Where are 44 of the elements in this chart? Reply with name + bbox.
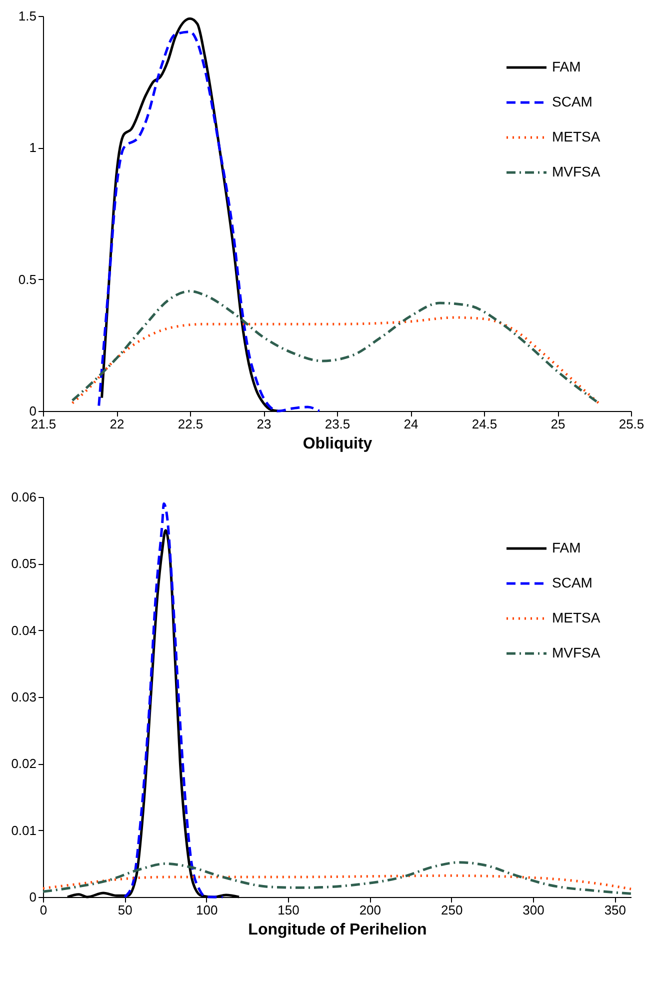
y-tick-label: 0 xyxy=(29,404,36,418)
x-tick-label: 0 xyxy=(40,902,48,918)
y-tick-label: 1 xyxy=(29,140,36,156)
legend-label: FAM xyxy=(552,58,581,74)
y-tick-label: 1.5 xyxy=(18,8,36,24)
x-tick-label: 150 xyxy=(278,902,300,918)
legend-label: SCAM xyxy=(552,94,592,110)
y-tick-label: 0.01 xyxy=(11,822,36,838)
y-tick-label: 0.02 xyxy=(11,756,36,772)
x-tick-label: 22 xyxy=(110,416,124,432)
line-series xyxy=(71,290,600,404)
x-tick-label: 100 xyxy=(196,902,218,918)
y-tick-label: 0.05 xyxy=(11,556,36,572)
x-tick-label: 50 xyxy=(118,902,132,918)
y-tick-label: 0 xyxy=(29,890,36,904)
line-series xyxy=(98,30,321,412)
line-series xyxy=(42,874,632,890)
x-tick-label: 24 xyxy=(404,416,418,432)
x-tick-label: 200 xyxy=(359,902,382,918)
legend-label: SCAM xyxy=(552,574,592,590)
x-tick-label: 23 xyxy=(256,416,272,432)
x-tick-label: 22.5 xyxy=(178,416,204,432)
legend-label: FAM xyxy=(552,540,581,556)
x-tick-label: 21.5 xyxy=(30,416,56,432)
y-tick-label: 0.04 xyxy=(11,622,36,638)
x-axis-title: Longitude of Perihelion xyxy=(248,922,427,938)
y-tick-label: 0.03 xyxy=(11,690,36,704)
x-axis-title: Obliquity xyxy=(302,436,372,452)
legend-label: METSA xyxy=(552,128,601,144)
x-tick-label: 24.5 xyxy=(472,416,498,432)
line-series xyxy=(123,502,224,898)
line-series xyxy=(42,861,632,895)
x-tick-label: 250 xyxy=(440,902,463,918)
y-tick-label: 0.06 xyxy=(11,490,36,504)
x-tick-label: 300 xyxy=(522,902,544,918)
legend-label: MVFSA xyxy=(552,164,601,180)
y-tick-label: 0.5 xyxy=(18,272,36,287)
x-tick-label: 350 xyxy=(604,902,626,918)
legend-label: METSA xyxy=(552,610,601,626)
x-tick-label: 25 xyxy=(550,416,566,432)
legend-label: MVFSA xyxy=(552,644,601,660)
line-series xyxy=(71,316,600,404)
x-tick-label: 23.5 xyxy=(324,416,350,432)
x-tick-label: 25.5 xyxy=(618,416,644,432)
